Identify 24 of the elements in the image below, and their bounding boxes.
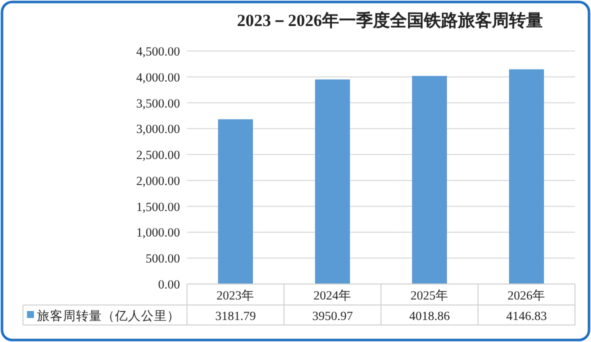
bar — [412, 76, 447, 284]
y-tick-label: 4,000.00 — [136, 70, 180, 84]
y-tick-label: 0.00 — [158, 278, 180, 292]
x-tick-label: 2025年 — [410, 288, 448, 302]
bar — [509, 69, 544, 284]
chart-title: 2023－2026年一季度全国铁路旅客周转量 — [237, 11, 543, 30]
y-tick-label: 500.00 — [146, 252, 180, 266]
x-tick-label: 2023年 — [216, 288, 254, 302]
data-label: 4018.86 — [409, 309, 450, 323]
data-label: 3950.97 — [312, 309, 353, 323]
y-tick-label: 1,500.00 — [136, 200, 180, 214]
bar — [218, 119, 253, 284]
y-tick-label: 3,000.00 — [136, 122, 180, 136]
data-label: 4146.83 — [506, 309, 547, 323]
y-tick-label: 2,000.00 — [136, 174, 180, 188]
y-tick-label: 1,000.00 — [136, 226, 180, 240]
y-tick-label: 3,500.00 — [136, 96, 180, 110]
x-tick-label: 2024年 — [314, 288, 352, 302]
bar — [315, 79, 350, 284]
legend-label: 旅客周转量（亿人公里） — [37, 308, 180, 323]
x-tick-label: 2026年 — [508, 288, 546, 302]
y-tick-label: 2,500.00 — [136, 148, 180, 162]
y-tick-label: 4,500.00 — [136, 44, 180, 58]
data-label: 3181.79 — [215, 309, 256, 323]
